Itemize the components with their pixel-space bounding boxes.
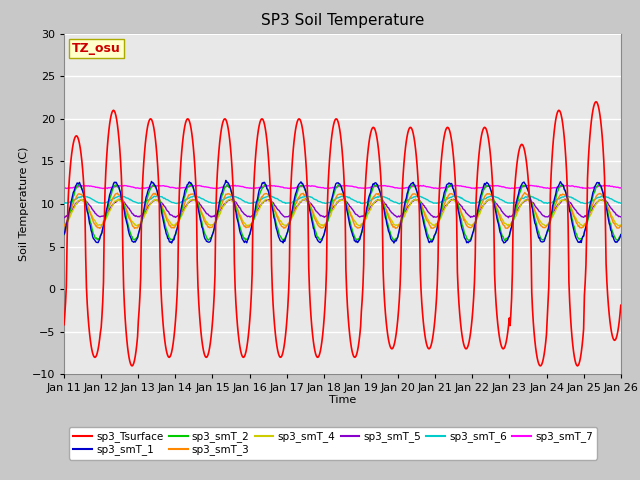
Text: TZ_osu: TZ_osu — [72, 42, 121, 55]
Title: SP3 Soil Temperature: SP3 Soil Temperature — [260, 13, 424, 28]
Legend: sp3_Tsurface, sp3_smT_1, sp3_smT_2, sp3_smT_3, sp3_smT_4, sp3_smT_5, sp3_smT_6, : sp3_Tsurface, sp3_smT_1, sp3_smT_2, sp3_… — [69, 427, 597, 459]
X-axis label: Time: Time — [329, 395, 356, 405]
Y-axis label: Soil Temperature (C): Soil Temperature (C) — [19, 147, 29, 261]
